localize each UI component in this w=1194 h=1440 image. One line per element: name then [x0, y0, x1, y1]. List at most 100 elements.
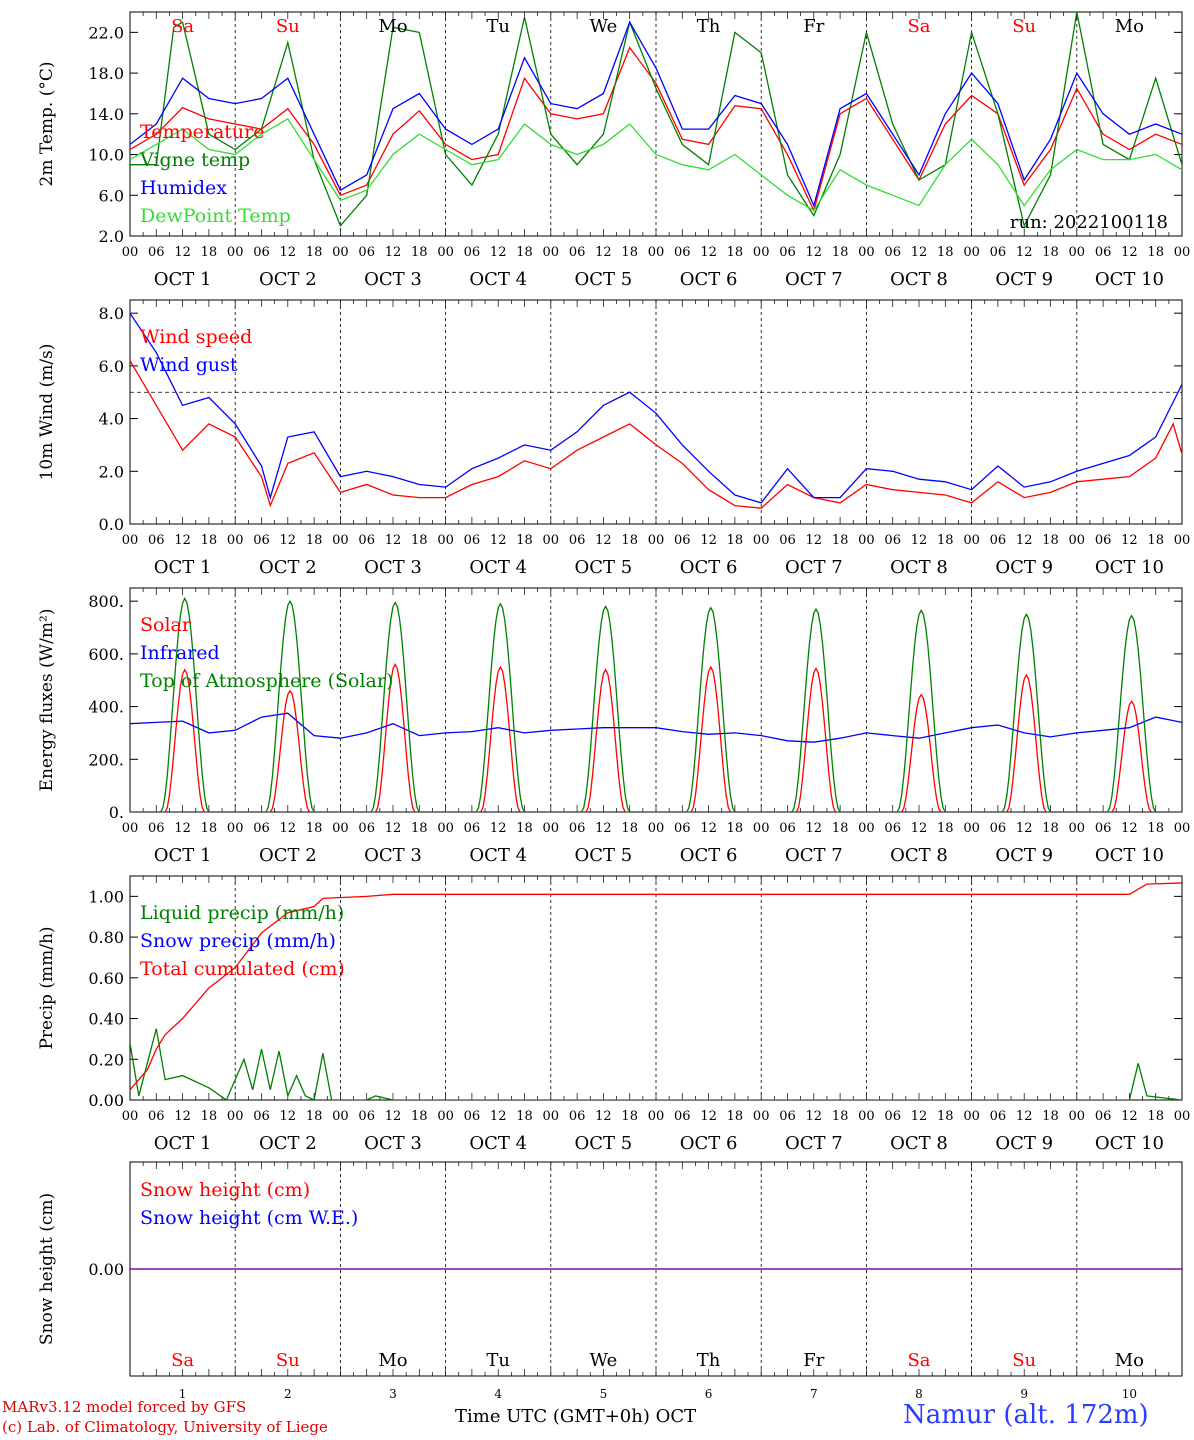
weekday-label: Sa	[171, 16, 194, 37]
hour-tick-label: 06	[779, 1109, 796, 1124]
hour-tick-label: 18	[306, 821, 323, 836]
series-line-solar	[130, 662, 1182, 812]
hour-tick-label: 12	[1121, 1109, 1138, 1124]
hour-tick-label: 18	[937, 245, 954, 260]
legend-entry: Snow height (cm W.E.)	[140, 1207, 358, 1229]
hour-tick-label: 12	[1121, 245, 1138, 260]
hour-tick-label: 12	[911, 821, 928, 836]
hour-tick-label: 18	[1147, 533, 1164, 548]
y-tick-label: 0.60	[88, 969, 124, 988]
hour-tick-label: 18	[832, 1109, 849, 1124]
panel-frame	[129, 299, 1183, 525]
hour-tick-label: 18	[201, 1109, 218, 1124]
hour-tick-label: 06	[358, 821, 375, 836]
weekday-label: Sa	[907, 1350, 930, 1371]
series-line-liquid-precip-mm-h-	[130, 1028, 1182, 1100]
hour-tick-label: 18	[1147, 1109, 1164, 1124]
hour-tick-label: 18	[1147, 245, 1164, 260]
weekday-label: Sa	[907, 16, 930, 37]
weekday-label: Su	[1012, 16, 1036, 37]
series-line-dewpoint-temp	[130, 118, 1182, 212]
weekday-label: Tu	[486, 16, 510, 37]
hour-tick-label: 12	[490, 1109, 507, 1124]
hour-tick-label: 12	[1121, 821, 1138, 836]
day-date-label: OCT 5	[575, 557, 633, 578]
y-axis-label: Energy fluxes (W/m²)	[37, 609, 57, 792]
day-date-label: OCT 5	[575, 1133, 633, 1154]
hour-tick-label: 12	[595, 245, 612, 260]
hour-tick-label: 18	[727, 245, 744, 260]
hour-tick-label: 12	[595, 533, 612, 548]
hour-tick-label: 12	[1016, 533, 1033, 548]
hour-tick-label: 06	[1095, 1109, 1112, 1124]
y-tick-label: 14.0	[88, 105, 124, 124]
hour-tick-label: 00	[437, 821, 454, 836]
weekday-label: Sa	[171, 1350, 194, 1371]
weekday-label: We	[590, 1350, 618, 1371]
hour-tick-label: 06	[884, 533, 901, 548]
y-tick-label: 2.0	[99, 462, 124, 481]
hour-tick-label: 00	[753, 245, 770, 260]
y-tick-label: 800.	[88, 592, 124, 611]
hour-tick-label: 12	[595, 821, 612, 836]
hour-tick-label: 06	[464, 1109, 481, 1124]
hour-tick-label: 06	[1095, 245, 1112, 260]
y-tick-label: 0.20	[88, 1050, 124, 1069]
weekday-label: Fr	[803, 1350, 824, 1371]
hour-tick-label: 18	[411, 821, 428, 836]
hour-tick-label: 00	[332, 245, 349, 260]
hour-tick-label: 06	[358, 533, 375, 548]
hour-tick-label: 00	[543, 245, 560, 260]
hour-tick-label: 00	[1069, 1109, 1086, 1124]
hour-tick-label: 00	[437, 533, 454, 548]
hour-tick-label: 06	[148, 533, 165, 548]
hour-tick-label: 00	[1174, 245, 1191, 260]
series-line-top-of-atmosphere-solar-	[130, 597, 1182, 812]
hour-tick-label: 06	[464, 245, 481, 260]
hour-tick-label: 12	[490, 245, 507, 260]
hour-tick-label: 12	[174, 821, 191, 836]
hour-tick-label: 18	[306, 533, 323, 548]
weekday-label: Su	[276, 1350, 300, 1371]
day-number-label: 1	[179, 1387, 187, 1401]
hour-tick-label: 12	[700, 1109, 717, 1124]
panel-frame	[129, 11, 1183, 237]
legend-entry: Snow height (cm)	[140, 1179, 310, 1201]
hour-tick-label: 12	[806, 533, 823, 548]
hour-tick-label: 12	[174, 1109, 191, 1124]
hour-tick-label: 06	[253, 533, 270, 548]
run-label: run: 2022100118	[1010, 212, 1168, 233]
day-date-label: OCT 7	[785, 845, 843, 866]
day-date-label: OCT 1	[154, 1133, 212, 1154]
hour-tick-label: 06	[779, 245, 796, 260]
hour-tick-label: 18	[201, 821, 218, 836]
hour-tick-label: 00	[122, 245, 139, 260]
day-date-label: OCT 8	[890, 1133, 948, 1154]
y-tick-label: 0.40	[88, 1010, 124, 1029]
day-date-label: OCT 10	[1095, 845, 1164, 866]
hour-tick-label: 18	[1042, 533, 1059, 548]
day-date-label: OCT 1	[154, 557, 212, 578]
hour-tick-label: 12	[806, 245, 823, 260]
hour-tick-label: 18	[201, 245, 218, 260]
y-tick-label: 22.0	[88, 23, 124, 42]
hour-tick-label: 18	[727, 1109, 744, 1124]
day-number-label: 3	[389, 1387, 397, 1401]
day-date-label: OCT 7	[785, 269, 843, 290]
day-date-label: OCT 9	[995, 1133, 1053, 1154]
hour-tick-label: 12	[174, 533, 191, 548]
hour-tick-label: 00	[332, 1109, 349, 1124]
hour-tick-label: 12	[280, 821, 297, 836]
day-date-label: OCT 8	[890, 845, 948, 866]
hour-tick-label: 06	[674, 245, 691, 260]
hour-tick-label: 06	[148, 821, 165, 836]
hour-tick-label: 06	[569, 821, 586, 836]
hour-tick-label: 18	[832, 245, 849, 260]
hour-tick-label: 18	[1147, 821, 1164, 836]
day-date-label: OCT 3	[364, 1133, 422, 1154]
day-date-label: OCT 5	[575, 269, 633, 290]
day-number-label: 9	[1020, 1387, 1028, 1401]
hour-tick-label: 00	[753, 533, 770, 548]
day-date-label: OCT 3	[364, 269, 422, 290]
hour-tick-label: 06	[779, 821, 796, 836]
